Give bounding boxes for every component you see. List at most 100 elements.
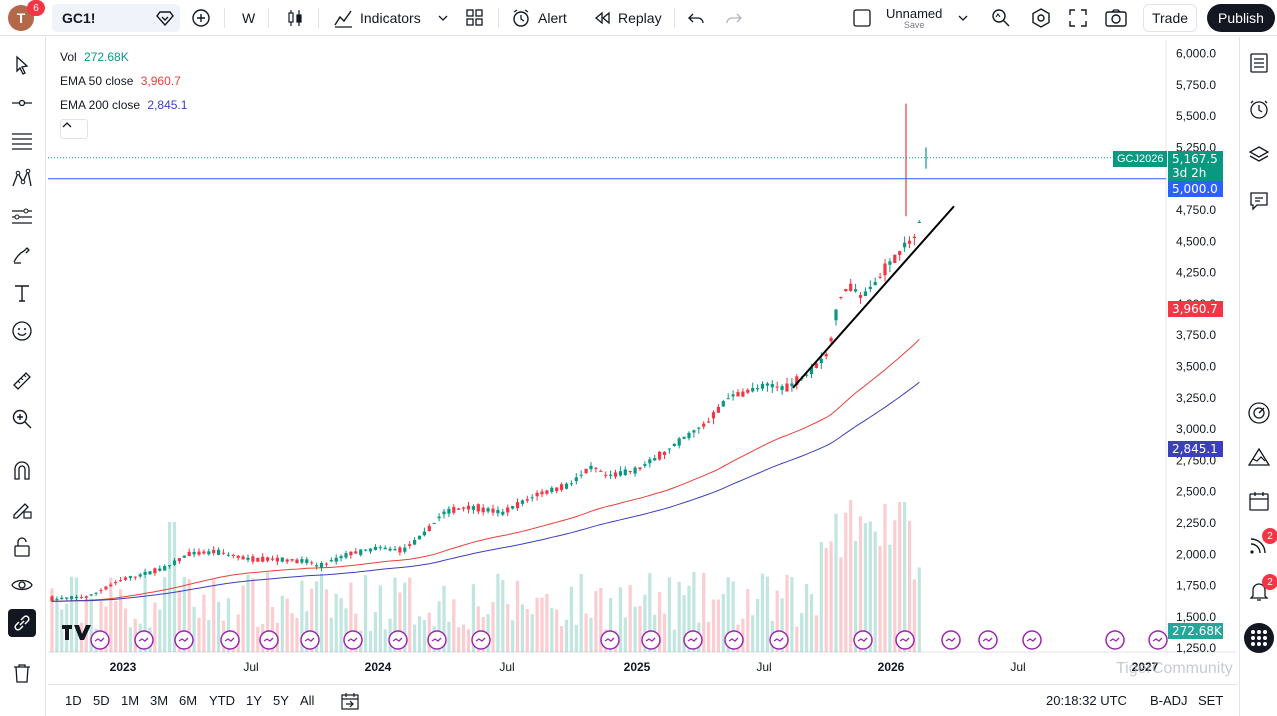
candle-body <box>275 557 279 562</box>
candle-body <box>236 555 240 558</box>
adjustment-toggle[interactable]: B-ADJ <box>1150 693 1188 708</box>
brush-tool[interactable] <box>8 241 36 269</box>
candle-body <box>192 551 196 555</box>
range-1d[interactable]: 1D <box>65 693 82 708</box>
indicators-dropdown[interactable] <box>436 4 450 32</box>
price-chart[interactable]: 6,000.0 5,750.0 5,500.0 5,250.0 4,750.0 4,500… <box>48 40 1236 682</box>
diamond-icon[interactable] <box>156 10 174 26</box>
symbol-search[interactable]: GC1! <box>52 4 180 32</box>
range-5d[interactable]: 5D <box>93 693 110 708</box>
magnet-tool[interactable] <box>8 457 36 485</box>
candle-body <box>839 297 843 299</box>
measure-tool[interactable] <box>8 367 36 395</box>
volume-bar <box>584 613 588 652</box>
clock-display[interactable]: 20:18:32 UTC <box>1046 693 1127 708</box>
volume-bar <box>535 597 539 652</box>
hide-drawings-tool[interactable] <box>8 571 36 599</box>
forecast-icon <box>12 208 32 224</box>
layout-name-button[interactable]: Unnamed Save <box>886 4 942 32</box>
bottom-toolbar: 1D 5D 1M 3M 6M YTD 1Y 5Y All 20:18:32 UT… <box>48 684 1238 716</box>
ema200-price-label: 2,845.1 <box>1168 441 1223 457</box>
candle-body <box>824 354 828 357</box>
candle-body <box>687 432 691 439</box>
alerts-panel-button[interactable] <box>1245 95 1273 123</box>
ideas-button[interactable] <box>1245 443 1273 471</box>
candle-body <box>672 443 676 446</box>
range-ytd[interactable]: YTD <box>209 693 235 708</box>
range-all[interactable]: All <box>300 693 315 708</box>
range-3m[interactable]: 3M <box>150 693 169 708</box>
session-toggle[interactable]: SET <box>1198 693 1224 708</box>
legend-collapse-button[interactable] <box>60 119 88 139</box>
object-tree-button[interactable] <box>1245 141 1273 169</box>
fib-tool[interactable] <box>8 127 36 155</box>
toolbar-divider <box>498 8 499 28</box>
interval-button[interactable]: W <box>242 4 255 32</box>
fullscreen-button[interactable] <box>1068 4 1088 32</box>
trade-button[interactable]: Trade <box>1143 4 1197 32</box>
layout-dropdown[interactable] <box>956 4 970 32</box>
redo-button[interactable] <box>724 4 744 32</box>
candle-body <box>422 531 426 536</box>
cursor-tool[interactable] <box>8 51 36 79</box>
notifications-button[interactable] <box>1245 577 1273 605</box>
range-1y[interactable]: 1Y <box>246 693 262 708</box>
streams-button[interactable] <box>1245 531 1273 559</box>
chart-pane[interactable]: 6,000.0 5,750.0 5,500.0 5,250.0 4,750.0 4,500… <box>48 40 1236 682</box>
candle-body <box>452 507 456 513</box>
settings-button[interactable] <box>1030 4 1052 32</box>
chart-type-button[interactable] <box>284 4 306 32</box>
compare-symbol-button[interactable] <box>190 4 212 32</box>
legend-ema50[interactable]: EMA 50 close 3,960.7 <box>60 74 185 88</box>
event-marker-glyph <box>982 637 993 642</box>
volume-bar <box>618 587 622 652</box>
event-marker-glyph <box>304 637 315 642</box>
remove-drawings-tool[interactable] <box>8 659 36 687</box>
legend-volume[interactable]: Vol 272.68K <box>60 50 133 64</box>
candle-body <box>584 468 588 474</box>
volume-bar <box>564 619 569 652</box>
emoji-tool[interactable] <box>8 317 36 345</box>
volume-bar <box>246 574 250 652</box>
indicators-button[interactable]: Indicators <box>332 4 421 32</box>
watchlist-button[interactable] <box>1245 49 1273 77</box>
zoom-tool[interactable] <box>8 405 36 433</box>
chat-button[interactable] <box>1245 187 1273 215</box>
apps-menu-button[interactable] <box>1244 623 1274 653</box>
candle-body <box>261 556 265 562</box>
keep-drawing-tool[interactable] <box>8 495 36 523</box>
quick-search-button[interactable] <box>990 4 1012 32</box>
smiley-icon <box>12 321 32 341</box>
snapshot-button[interactable] <box>1104 4 1128 32</box>
trendline-tool[interactable] <box>8 89 36 117</box>
legend-ema200[interactable]: EMA 200 close 2,845.1 <box>60 98 191 112</box>
range-6m[interactable]: 6M <box>179 693 198 708</box>
volume-bar <box>163 577 167 652</box>
candle-body <box>349 551 353 556</box>
replay-button[interactable]: Replay <box>592 4 662 32</box>
volume-bar <box>878 546 882 652</box>
forecast-tool[interactable] <box>8 203 36 231</box>
range-5y[interactable]: 5Y <box>273 693 289 708</box>
templates-button[interactable] <box>464 4 486 32</box>
alert-button[interactable]: Alert <box>510 4 567 32</box>
sync-drawings-tool[interactable] <box>8 609 36 637</box>
candle-body <box>383 547 387 550</box>
event-marker-glyph <box>899 637 910 642</box>
volume-bar <box>707 621 711 652</box>
bar-countdown-label: 3d 2h <box>1168 165 1223 181</box>
text-tool[interactable] <box>8 279 36 307</box>
goto-date-button[interactable] <box>340 691 360 714</box>
publish-button[interactable]: Publish <box>1207 4 1275 32</box>
price-tick-label: 1,500.0 <box>1176 610 1216 624</box>
range-1m[interactable]: 1M <box>121 693 140 708</box>
ruler-icon <box>13 372 31 390</box>
pattern-tool[interactable] <box>8 165 36 193</box>
volume-bar <box>795 626 799 652</box>
screener-button[interactable] <box>1245 399 1273 427</box>
event-marker-glyph <box>1026 637 1037 642</box>
layout-selector[interactable] <box>852 4 872 32</box>
lock-drawings-tool[interactable] <box>8 533 36 561</box>
undo-button[interactable] <box>686 4 706 32</box>
calendar-button[interactable] <box>1245 487 1273 515</box>
